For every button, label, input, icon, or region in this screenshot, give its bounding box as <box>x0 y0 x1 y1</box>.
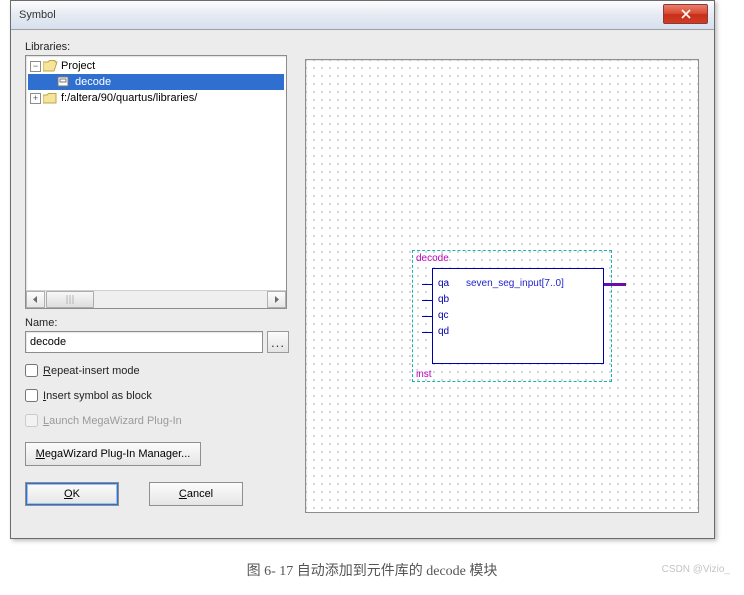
scroll-thumb[interactable] <box>46 291 94 308</box>
horizontal-scrollbar[interactable] <box>26 290 286 308</box>
symbol-preview[interactable]: decode inst qa qb qc qd seven_seg_input[… <box>305 59 699 513</box>
cancel-button[interactable]: CancelCancel <box>149 482 243 506</box>
pin-line <box>422 284 432 285</box>
browse-button[interactable]: ... <box>267 331 289 353</box>
pin-qa: qa <box>438 278 449 289</box>
tree-item-label: decode <box>75 76 111 88</box>
window-title: Symbol <box>11 9 56 21</box>
figure-caption: 图 6- 17 自动添加到元件库的 decode 模块 <box>0 560 744 580</box>
tree-item-project[interactable]: − Project <box>28 58 284 74</box>
symbol-name: decode <box>416 253 449 264</box>
folder-icon <box>43 92 58 104</box>
close-button[interactable] <box>663 4 708 24</box>
libraries-tree[interactable]: − Project decode <box>25 55 287 309</box>
pin-qc: qc <box>438 310 449 321</box>
repeat-insert-checkbox[interactable]: RRepeat-insert modeepeat-insert mode <box>25 363 289 378</box>
launch-megawizard-checkbox: Launch MegaWizard Plug-InLaunch MegaWiza… <box>25 413 289 428</box>
pin-qb: qb <box>438 294 449 305</box>
left-panel: Libraries: − Project <box>25 41 289 526</box>
libraries-label: Libraries: <box>25 41 289 53</box>
symbol-block[interactable]: decode inst qa qb qc qd seven_seg_input[… <box>412 250 612 382</box>
tree-item-libpath[interactable]: + f:/altera/90/quartus/libraries/ <box>28 90 284 106</box>
symbol-dialog: Symbol Libraries: − Project <box>10 0 715 539</box>
scroll-left-button[interactable] <box>26 291 45 308</box>
pin-output: seven_seg_input[7..0] <box>466 278 564 289</box>
file-icon <box>57 76 72 88</box>
pin-line <box>422 332 432 333</box>
folder-open-icon <box>43 60 58 72</box>
titlebar[interactable]: Symbol <box>11 1 714 30</box>
tree-item-decode[interactable]: decode <box>28 74 284 90</box>
pin-line <box>422 316 432 317</box>
pin-qd: qd <box>438 326 449 337</box>
watermark: CSDN @Vizio_ <box>662 564 730 575</box>
tree-item-label: f:/altera/90/quartus/libraries/ <box>61 92 197 104</box>
instance-label: inst <box>416 369 432 380</box>
scroll-right-button[interactable] <box>267 291 286 308</box>
megawizard-button[interactable]: MegaWizard Plug-In Manager...MegaWizard … <box>25 442 201 466</box>
collapse-icon[interactable]: − <box>30 61 41 72</box>
tree-item-label: Project <box>61 60 95 72</box>
close-icon <box>681 9 691 19</box>
pin-line <box>422 300 432 301</box>
expand-icon[interactable]: + <box>30 93 41 104</box>
output-bus <box>604 283 626 286</box>
insert-as-block-checkbox[interactable]: Insert symbol as blockInsert symbol as b… <box>25 388 289 403</box>
name-input[interactable] <box>25 331 263 353</box>
name-label: Name: <box>25 317 289 329</box>
ok-button[interactable]: OKOK <box>25 482 119 506</box>
